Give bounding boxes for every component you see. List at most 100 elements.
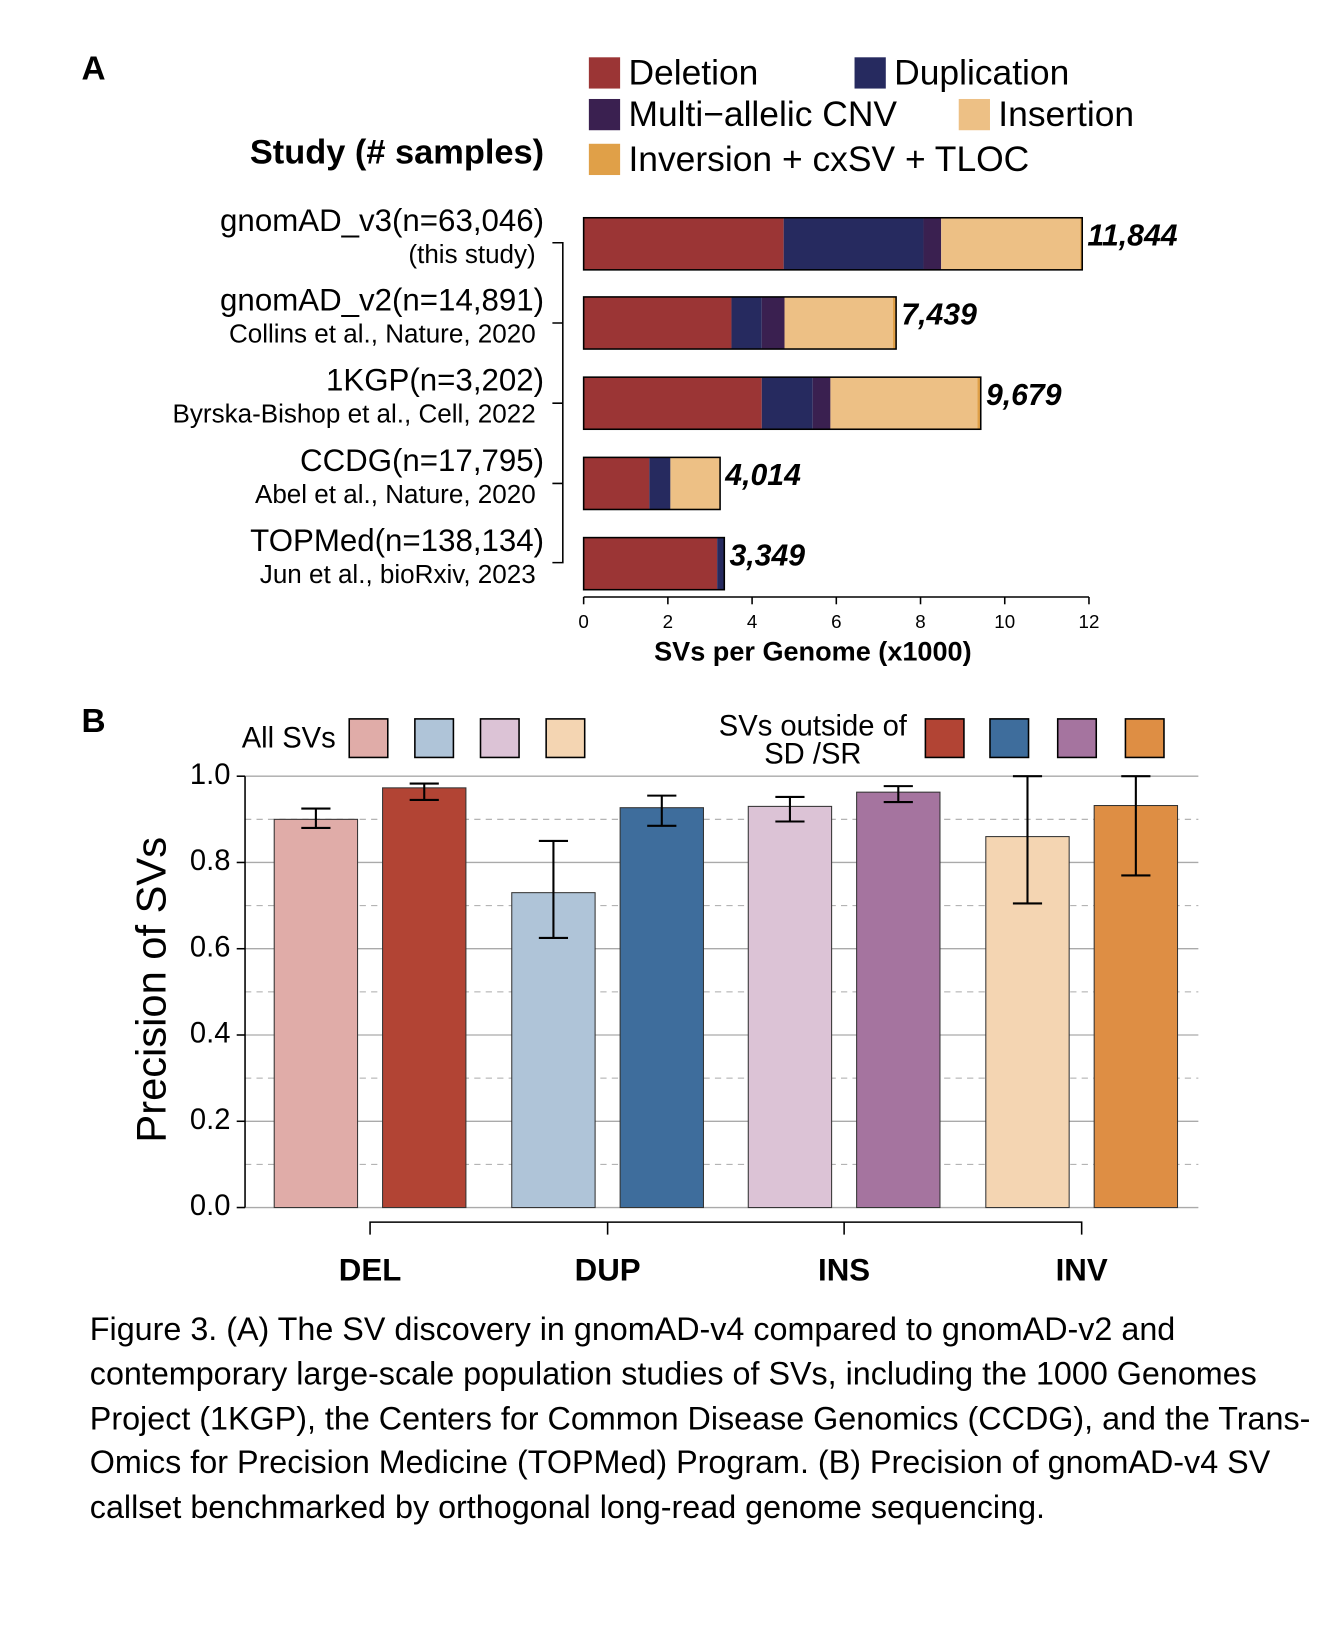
legend-swatch xyxy=(924,718,965,759)
x-tick-label: 4 xyxy=(747,611,757,632)
bar xyxy=(511,892,596,1209)
y-tick-label: 0.6 xyxy=(190,931,231,963)
bar-outline xyxy=(582,296,897,350)
legend-swatch xyxy=(545,718,586,759)
x-tick-label: INV xyxy=(1056,1252,1108,1287)
legend-swatch xyxy=(414,718,455,759)
bar-segment xyxy=(761,296,785,350)
x-axis-title: SVs per Genome (x1000) xyxy=(654,635,972,666)
bar-segment xyxy=(649,457,671,510)
total-label: 3,349 xyxy=(730,539,806,572)
legend-swatch xyxy=(958,98,990,131)
legend-swatch xyxy=(588,57,621,89)
error-bar xyxy=(538,839,569,939)
error-bar xyxy=(301,807,331,830)
bar xyxy=(747,805,833,1209)
citation-label: Collins et al., Nature, 2020 xyxy=(229,318,536,348)
bar xyxy=(382,787,467,1209)
bar-segment xyxy=(977,377,981,430)
x-tick-label: 0 xyxy=(578,611,588,632)
category-label: gnomAD_v3(n=63,046) xyxy=(220,203,544,238)
x-tick-label: 6 xyxy=(831,611,841,632)
legend-swatch xyxy=(348,718,389,759)
bar-segment xyxy=(583,457,650,510)
bar-outline xyxy=(582,216,1084,271)
legend-label: All SVs xyxy=(242,722,336,754)
bar-segment xyxy=(892,296,897,350)
y-tick-label: 0.2 xyxy=(190,1104,231,1136)
bar-segment xyxy=(731,296,762,350)
legend-label: Multi−allelic CNV xyxy=(628,94,897,134)
legend-label-box: SVs outside of SD /SR xyxy=(718,712,907,770)
bar-segment xyxy=(784,296,893,350)
legend-label: Deletion xyxy=(628,52,758,92)
bar-segment xyxy=(830,377,978,430)
total-label: 4,014 xyxy=(724,459,801,492)
y-axis-title: Precision of SVs xyxy=(127,837,174,1143)
y-tick-label: 0.4 xyxy=(190,1018,231,1050)
error-bar xyxy=(1012,775,1043,905)
panel-label: A xyxy=(81,51,105,88)
x-tick-label: 2 xyxy=(663,611,673,632)
citation-label: Abel et al., Nature, 2020 xyxy=(255,479,536,509)
x-tick-label: 12 xyxy=(1079,611,1100,632)
caption-box: Figure 3. (A) The SV discovery in gnomAD… xyxy=(90,1311,1311,1526)
legend-swatch xyxy=(479,718,520,759)
error-bar xyxy=(409,782,439,801)
x-tick-label: 10 xyxy=(994,611,1015,632)
citation-label: (this study) xyxy=(408,239,535,269)
bar-segment xyxy=(583,217,784,270)
legend-swatch xyxy=(588,143,621,176)
citation-label: Jun et al., bioRxiv, 2023 xyxy=(260,559,536,589)
bar-segment xyxy=(1080,217,1083,270)
bar-segment xyxy=(670,457,720,510)
category-label: 1KGP(n=3,202) xyxy=(326,363,544,398)
error-bar xyxy=(647,794,677,827)
total-label: 7,439 xyxy=(901,299,977,332)
bar-segment xyxy=(761,377,813,430)
bar-segment xyxy=(812,377,831,430)
category-label: gnomAD_v2(n=14,891) xyxy=(220,282,544,317)
y-tick-label: 0.0 xyxy=(190,1190,231,1222)
category-label: CCDG(n=17,795) xyxy=(300,443,544,478)
legend-swatch xyxy=(854,57,886,89)
total-label: 9,679 xyxy=(986,379,1062,412)
bracket xyxy=(552,241,564,564)
legend-label: Duplication xyxy=(894,52,1069,92)
bar-segment xyxy=(583,296,732,350)
total-label: 11,844 xyxy=(1087,220,1177,253)
bar-outline xyxy=(582,456,721,511)
x-tick-label: DUP xyxy=(575,1252,641,1287)
bar-segment xyxy=(783,217,924,270)
x-tick-label: INS xyxy=(818,1252,870,1287)
citation-label: Byrska-Bishop et al., Cell, 2022 xyxy=(173,399,536,429)
error-bar xyxy=(1121,775,1151,877)
bar-segment xyxy=(941,217,1081,270)
legend-label: Inversion + cxSV + TLOC xyxy=(628,139,1029,179)
x-tick-label: 8 xyxy=(915,611,925,632)
bar-outline xyxy=(582,536,726,591)
bar xyxy=(619,807,704,1209)
bar-segment xyxy=(717,537,725,590)
y-tick-label: 0.8 xyxy=(190,845,231,877)
bar-segment xyxy=(583,537,718,590)
bar-outline xyxy=(582,376,982,431)
legend-swatch xyxy=(989,718,1030,759)
bar xyxy=(273,818,359,1209)
legend-label: SVs outside of SD /SR xyxy=(718,712,907,770)
legend-swatch xyxy=(1124,718,1165,759)
panel-label: B xyxy=(81,703,105,740)
error-bar xyxy=(775,795,805,823)
legend-label: Insertion xyxy=(998,94,1134,134)
y-tick-label: 1.0 xyxy=(190,759,231,791)
category-label: TOPMed(n=138,134) xyxy=(250,523,544,558)
y-axis-title: Study (# samples) xyxy=(250,133,544,171)
legend-swatch xyxy=(1056,718,1098,759)
bar-segment xyxy=(583,377,762,430)
category-axis xyxy=(369,1221,1083,1235)
x-tick-label: DEL xyxy=(339,1252,402,1287)
error-bar xyxy=(883,785,913,804)
bar-segment xyxy=(923,217,942,270)
legend-swatch xyxy=(588,98,621,131)
